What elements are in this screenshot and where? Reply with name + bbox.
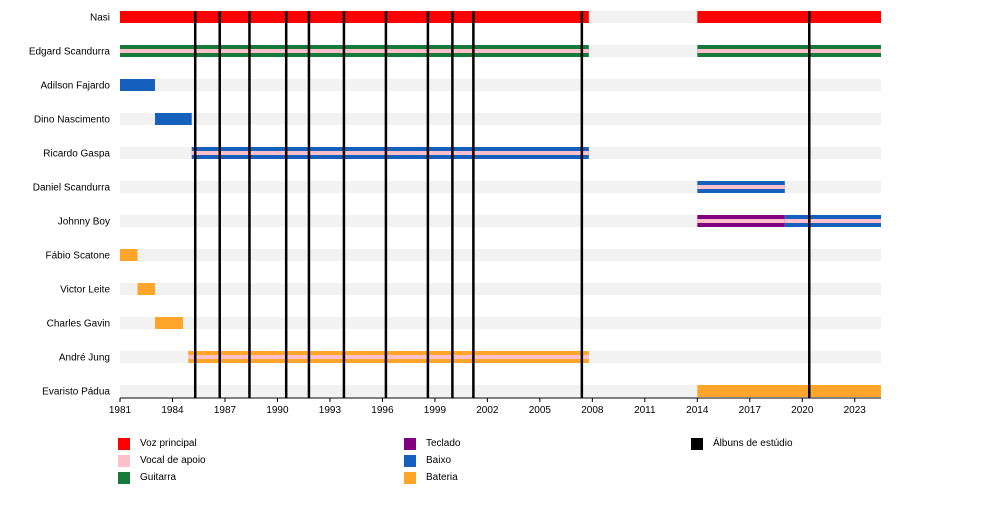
- member-name: Charles Gavin: [47, 319, 110, 330]
- member-bar-secondary: [697, 219, 785, 223]
- x-tick-label: 2005: [529, 405, 552, 416]
- row-background: [120, 181, 881, 193]
- legend: Voz principal Vocal de apoio Guitarra Te…: [0, 436, 1000, 496]
- member-bar: [120, 249, 138, 261]
- legend-label: Bateria: [426, 472, 458, 483]
- x-tick-label: 1999: [424, 405, 447, 416]
- legend-label: Teclado: [426, 438, 461, 449]
- x-tick-label: 1981: [109, 405, 132, 416]
- member-bar: [154, 317, 183, 329]
- legend-swatch: [404, 438, 416, 450]
- member-bar-secondary: [697, 185, 785, 189]
- member-name: Johnny Boy: [58, 217, 110, 228]
- legend-label: Baixo: [426, 455, 452, 466]
- member-name: Evaristo Pádua: [42, 387, 110, 398]
- member-bars: [120, 11, 881, 397]
- member-name: Victor Leite: [60, 285, 110, 296]
- legend-swatch: [118, 455, 130, 467]
- row-background: [120, 79, 881, 91]
- x-tick-label: 1996: [371, 405, 394, 416]
- legend-label: Vocal de apoio: [140, 455, 206, 466]
- member-bar-secondary: [784, 219, 881, 223]
- x-tick-label: 2023: [844, 405, 867, 416]
- member-name: Nasi: [90, 13, 110, 24]
- row-background: [120, 215, 881, 227]
- member-bar: [154, 113, 192, 125]
- row-backgrounds: [120, 11, 881, 397]
- legend-swatch: [118, 472, 130, 484]
- x-tick-label: 1987: [214, 405, 237, 416]
- member-names: Nasi Edgard Scandurra Adilson Fajardo Dino …: [29, 13, 111, 398]
- x-tick-label: 1990: [266, 405, 289, 416]
- legend-label: Voz principal: [140, 438, 197, 449]
- legend-swatch: [691, 438, 703, 450]
- member-name: Ricardo Gaspa: [43, 149, 110, 160]
- member-name: Edgard Scandurra: [29, 47, 111, 58]
- x-tick-label: 1984: [161, 405, 184, 416]
- row-background: [120, 249, 881, 261]
- member-name: Dino Nascimento: [34, 115, 111, 126]
- legend-label: Guitarra: [140, 472, 177, 483]
- member-bar-secondary: [191, 151, 589, 155]
- member-bar-secondary: [188, 355, 589, 359]
- row-background: [120, 283, 881, 295]
- x-tick-label: 2017: [739, 405, 762, 416]
- x-tick-label: 2002: [476, 405, 499, 416]
- band-timeline-chart: Nasi Edgard Scandurra Adilson Fajardo Dino …: [29, 11, 881, 416]
- member-bar: [697, 385, 881, 397]
- legend-swatch: [404, 455, 416, 467]
- row-background: [120, 113, 881, 125]
- member-name: Adilson Fajardo: [41, 81, 111, 92]
- row-background: [120, 385, 881, 397]
- member-name: André Jung: [59, 353, 110, 364]
- x-tick-label: 2020: [791, 405, 814, 416]
- legend-swatch: [118, 438, 130, 450]
- x-axis: 1981 1984 1987 1990 1993 1996 1999 2002 2005 2008…: [109, 397, 881, 416]
- member-bar-secondary: [697, 49, 881, 53]
- legend-label: Álbuns de estúdio: [713, 438, 793, 449]
- member-bar-secondary: [120, 49, 589, 53]
- x-tick-label: 1993: [319, 405, 342, 416]
- member-bar: [697, 11, 881, 23]
- member-bar: [120, 11, 589, 23]
- member-bar: [137, 283, 155, 295]
- member-name: Fábio Scatone: [46, 251, 111, 262]
- legend-swatch: [404, 472, 416, 484]
- x-tick-label: 2011: [634, 405, 656, 416]
- x-tick-label: 2014: [686, 405, 709, 416]
- row-background: [120, 317, 881, 329]
- album-lines: [193, 11, 811, 398]
- member-name: Daniel Scandurra: [33, 183, 111, 194]
- member-bar: [120, 79, 155, 91]
- x-tick-label: 2008: [581, 405, 604, 416]
